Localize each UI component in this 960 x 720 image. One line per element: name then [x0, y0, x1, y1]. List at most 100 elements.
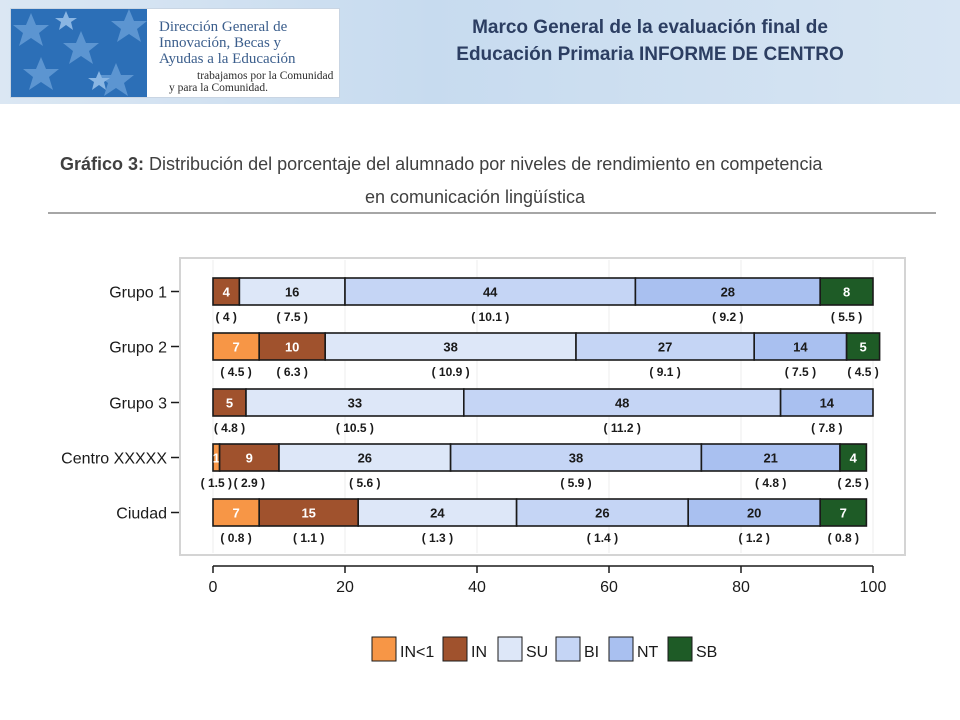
error-label: ( 7.5 ): [277, 310, 308, 324]
bar-segment: [344, 277, 637, 306]
data-label: 21: [763, 451, 777, 466]
bar-segment: [218, 443, 280, 472]
category-label: Grupo 3: [109, 396, 167, 413]
error-label: ( 6.3 ): [277, 365, 308, 379]
error-label: ( 5.6 ): [349, 476, 380, 490]
error-label: ( 4.8 ): [755, 476, 786, 490]
category-label: Grupo 1: [109, 285, 167, 302]
legend-label: IN<1: [400, 644, 434, 661]
data-label: 5: [859, 340, 866, 355]
data-label: 4: [223, 285, 231, 300]
page-title-line: Educación Primaria INFORME DE CENTRO: [456, 44, 844, 65]
legend-label: SU: [526, 644, 548, 661]
data-label: 48: [615, 396, 629, 411]
data-label: 1: [213, 451, 220, 466]
legend-swatch: [667, 636, 693, 662]
stars-icon: [11, 9, 147, 97]
x-tick-label: 40: [468, 579, 486, 596]
data-label: 7: [232, 506, 239, 521]
legend-swatch: [497, 636, 523, 662]
logo-slogan: trabajamos por la Comunidad: [197, 70, 334, 82]
error-label: ( 5.5 ): [831, 310, 862, 324]
bar-segment: [753, 332, 848, 361]
logo-line: Dirección General de: [159, 19, 288, 35]
data-label: 28: [721, 285, 735, 300]
chart-title-line: en comunicación lingüística: [364, 187, 586, 207]
bar-segment: [357, 498, 518, 527]
error-label: ( 9.2 ): [712, 310, 743, 324]
bar-segment: [212, 332, 261, 361]
data-label: 20: [747, 506, 761, 521]
data-label: 15: [301, 506, 315, 521]
x-tick-label: 60: [600, 579, 618, 596]
legend-swatch: [371, 636, 397, 662]
error-label: ( 4.8 ): [214, 421, 245, 435]
chart-title-prefix: Gráfico 3:: [60, 154, 145, 174]
legend-swatch: [608, 636, 634, 662]
page-header: Dirección General de Innovación, Becas y…: [0, 0, 960, 104]
bar-segment: [462, 388, 782, 417]
bar-segment: [575, 332, 755, 361]
data-label: 7: [840, 506, 847, 521]
error-label: ( 0.8 ): [828, 531, 859, 545]
bar-segment: [245, 388, 465, 417]
data-label: 38: [443, 340, 457, 355]
bar-segment: [634, 277, 822, 306]
data-label: 10: [285, 340, 299, 355]
chart-title-line: Distribución del porcentaje del alumnado…: [149, 154, 823, 174]
bar-segment: [819, 277, 874, 306]
error-label: ( 4.5 ): [847, 365, 878, 379]
logo-slogan: y para la Comunidad.: [169, 82, 269, 94]
error-label: ( 1.5 ): [201, 476, 232, 490]
error-label: ( 2.9 ): [234, 476, 265, 490]
bar-segment: [238, 277, 346, 306]
page-title-line: Marco General de la evaluación final de: [472, 17, 828, 38]
error-label: ( 10.9 ): [432, 365, 470, 379]
error-label: ( 1.3 ): [422, 531, 453, 545]
legend-label: SB: [696, 644, 717, 661]
data-label: 26: [358, 451, 372, 466]
logo-line: Innovación, Becas y: [159, 35, 282, 51]
bar-segment: [212, 498, 261, 527]
error-label: ( 2.5 ): [838, 476, 869, 490]
divider: [48, 212, 936, 214]
error-label: ( 5.9 ): [560, 476, 591, 490]
data-label: 33: [348, 396, 362, 411]
data-label: 16: [285, 285, 299, 300]
error-label: ( 7.8 ): [811, 421, 842, 435]
institution-logo: Dirección General de Innovación, Becas y…: [10, 8, 340, 98]
data-label: 14: [820, 396, 835, 411]
error-label: ( 10.5 ): [336, 421, 374, 435]
bar-segment: [700, 443, 841, 472]
error-label: ( 1.1 ): [293, 531, 324, 545]
logo-text: Dirección General de Innovación, Becas y…: [159, 19, 296, 67]
error-label: ( 4.5 ): [220, 365, 251, 379]
data-label: 14: [793, 340, 808, 355]
legend-swatch: [442, 636, 468, 662]
error-label: ( 4 ): [216, 310, 237, 324]
legend-label: BI: [584, 644, 599, 661]
bar-segment: [819, 498, 868, 527]
error-label: ( 10.1 ): [471, 310, 509, 324]
logo-line: Ayudas a la Educación: [159, 51, 296, 67]
error-label: ( 1.2 ): [739, 531, 770, 545]
category-label: Centro XXXXX: [61, 451, 167, 468]
bar-segment: [845, 332, 881, 361]
error-label: ( 11.2 ): [604, 421, 641, 435]
error-label: ( 0.8 ): [220, 531, 251, 545]
category-label: Grupo 2: [109, 340, 167, 357]
data-label: 5: [226, 396, 233, 411]
chart-title: Gráfico 3: Distribución del porcentaje d…: [60, 148, 930, 214]
x-tick-label: 20: [336, 579, 354, 596]
legend-label: NT: [637, 644, 659, 661]
legend-swatch: [555, 636, 581, 662]
error-label: ( 9.1 ): [649, 365, 680, 379]
bar-segment: [839, 443, 868, 472]
data-label: 7: [232, 340, 239, 355]
data-label: 9: [246, 451, 253, 466]
data-label: 24: [430, 506, 445, 521]
data-label: 8: [843, 285, 850, 300]
x-tick-label: 100: [860, 579, 887, 596]
legend-label: IN: [471, 644, 487, 661]
